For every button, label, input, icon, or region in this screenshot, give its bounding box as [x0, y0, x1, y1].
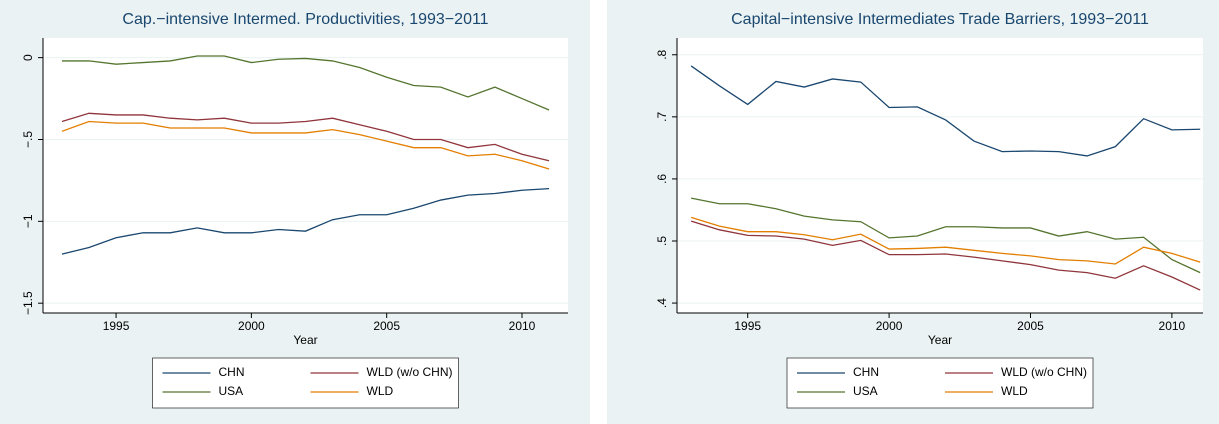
chart-title: Cap.−intensive Intermed. Productivities,…	[122, 11, 488, 28]
y-tick-label: −.5	[21, 131, 35, 148]
y-tick-label: .4	[655, 298, 669, 308]
chart-title: Capital−intensive Intermediates Trade Ba…	[731, 11, 1149, 28]
x-axis-label: Year	[928, 333, 952, 347]
legend-label: USA	[853, 384, 878, 398]
legend-label: CHN	[853, 365, 879, 379]
line-series	[61, 55, 550, 111]
y-tick-label: .8	[655, 49, 669, 59]
y-tick-label: −1.5	[21, 291, 35, 315]
x-tick-label: 2010	[1159, 319, 1186, 333]
legend-label: WLD	[1001, 384, 1028, 398]
y-tick-label: 0	[21, 54, 35, 61]
x-tick-label: 1995	[734, 319, 761, 333]
x-tick-label: 2000	[238, 319, 265, 333]
line-series	[690, 65, 1201, 157]
line-series	[61, 112, 550, 162]
legend-box	[786, 357, 1094, 409]
legend-box	[152, 357, 459, 409]
legend-label: WLD (w/o CHN)	[367, 365, 453, 379]
y-tick-label: .5	[655, 236, 669, 246]
line-series	[61, 187, 550, 255]
legend-label: WLD (w/o CHN)	[1001, 365, 1087, 379]
y-tick-label: .7	[655, 112, 669, 122]
x-tick-label: 2000	[876, 319, 903, 333]
y-tick-label: .6	[655, 174, 669, 184]
x-axis-label: Year	[293, 333, 317, 347]
line-series	[690, 220, 1201, 291]
y-tick-label: −1	[21, 214, 35, 228]
plot-area	[43, 38, 568, 313]
legend-label: CHN	[219, 365, 245, 379]
line-series	[691, 197, 1201, 274]
x-tick-label: 2010	[509, 319, 536, 333]
line-series	[690, 216, 1201, 265]
legend-label: USA	[219, 384, 244, 398]
x-tick-label: 2005	[373, 319, 400, 333]
line-series	[61, 120, 550, 170]
legend-label: WLD	[367, 384, 394, 398]
x-tick-label: 2005	[1017, 319, 1044, 333]
chart: Cap.−intensive Intermed. Productivities,…	[0, 0, 590, 424]
plot-area	[677, 38, 1203, 313]
x-tick-label: 1995	[103, 319, 130, 333]
chart: Capital−intensive Intermediates Trade Ba…	[607, 0, 1219, 424]
